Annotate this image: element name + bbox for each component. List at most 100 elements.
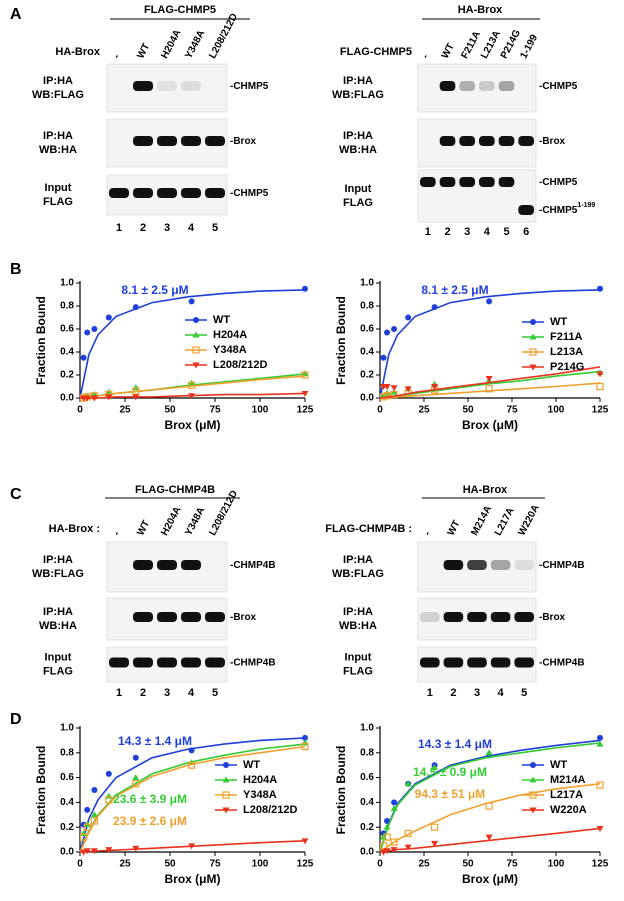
band	[205, 612, 225, 622]
band	[479, 81, 495, 91]
row-label: IP:HA	[343, 130, 373, 142]
lane-number: 5	[212, 687, 218, 699]
y-tick-label: 0.2	[60, 370, 74, 381]
y-axis-title: Fraction Bound	[334, 746, 348, 835]
kd-annotation: 94.3 ± 51 μM	[415, 787, 486, 801]
band	[133, 657, 153, 668]
legend-marker	[222, 807, 230, 814]
fit-curve	[379, 366, 601, 399]
x-tick-label: 25	[119, 405, 131, 416]
band-label: -Brox	[230, 136, 257, 147]
band-label-text: -CHMP4B	[230, 657, 276, 668]
condition-label: HA-Brox	[55, 46, 100, 58]
band	[181, 560, 201, 570]
point	[431, 384, 439, 390]
point	[485, 749, 493, 756]
band	[133, 81, 153, 91]
lane-label: 1-199	[518, 33, 540, 61]
legend-marker	[529, 807, 537, 814]
point	[431, 840, 439, 847]
lane-label: WT	[135, 42, 152, 61]
band	[459, 81, 475, 91]
legend-marker	[222, 791, 230, 799]
legend-marker	[529, 333, 537, 340]
point	[383, 833, 391, 841]
point	[596, 740, 604, 747]
legend-label: WT	[550, 759, 567, 771]
x-tick-label: 100	[548, 859, 565, 870]
point	[132, 845, 140, 852]
legend-label: Y348A	[213, 344, 247, 356]
point	[485, 385, 493, 393]
row-label: IP:HA	[343, 75, 373, 87]
point	[188, 393, 196, 400]
band	[133, 136, 153, 146]
lane-number: 4	[188, 687, 195, 699]
lane-number: 3	[474, 687, 480, 699]
band-label: -CHMP51-199	[539, 202, 595, 216]
point	[383, 384, 391, 390]
legend-marker	[192, 331, 200, 338]
blot-membrane	[417, 63, 537, 113]
band	[459, 177, 475, 187]
legend-marker	[530, 319, 536, 325]
condition-label: HA-Brox :	[49, 523, 100, 535]
band	[439, 81, 456, 91]
panel-letter: B	[10, 261, 22, 278]
legend-label: P214G	[550, 361, 584, 373]
point	[90, 811, 98, 818]
lane-number: 6	[523, 226, 529, 238]
point	[105, 770, 112, 777]
legend-marker	[530, 762, 536, 768]
point	[486, 298, 493, 305]
row-label: IP:HA	[43, 75, 73, 87]
point	[188, 747, 195, 754]
legend-marker	[529, 364, 537, 371]
band-label: -CHMP4B	[539, 657, 585, 668]
point	[383, 848, 391, 855]
legend-label: H204A	[243, 774, 277, 786]
y-tick-label: 0.6	[60, 772, 74, 783]
point	[485, 834, 493, 841]
point	[132, 304, 139, 311]
band	[490, 657, 511, 668]
blot-header: HA-Brox	[458, 4, 503, 16]
y-axis-title: Fraction Bound	[34, 296, 48, 385]
row-label: Input	[345, 651, 372, 663]
x-tick-label: 50	[462, 405, 474, 416]
x-tick-label: 25	[418, 405, 430, 416]
y-tick-label: 0.0	[60, 393, 74, 404]
band	[479, 136, 495, 146]
point	[188, 381, 196, 389]
lane-label: -	[422, 530, 433, 538]
band	[133, 188, 153, 198]
point	[301, 371, 309, 379]
band-label-text: -CHMP5	[539, 81, 578, 92]
x-tick-label: 100	[252, 405, 269, 416]
point	[384, 818, 391, 824]
band	[181, 81, 201, 91]
y-tick-label: 0.4	[60, 797, 74, 808]
panel-letter: A	[10, 6, 22, 23]
kd-annotation: 14.3 ± 1.4 μM	[118, 734, 192, 748]
legend-marker	[193, 317, 199, 323]
x-tick-label: 125	[592, 859, 609, 870]
band	[181, 188, 201, 198]
lane-number: 2	[140, 687, 146, 699]
band	[467, 657, 487, 668]
legend-label: L217A	[550, 789, 583, 801]
band-label-text: -Brox	[230, 136, 257, 147]
point	[383, 392, 391, 400]
lane-label: -	[111, 530, 122, 538]
legend-label: F211A	[550, 331, 582, 343]
lane-number: 4	[188, 222, 195, 234]
row-label: WB:HA	[339, 620, 377, 632]
row-label: WB:FLAG	[32, 568, 84, 580]
condition-label: FLAG-CHMP4B :	[325, 523, 412, 535]
point	[391, 799, 398, 806]
band-label: -CHMP5	[539, 81, 578, 92]
x-axis-title: Brox (μM)	[164, 872, 220, 886]
row-label: IP:HA	[343, 554, 373, 566]
legend-label: WT	[550, 316, 567, 328]
y-tick-label: 0.4	[360, 347, 374, 358]
